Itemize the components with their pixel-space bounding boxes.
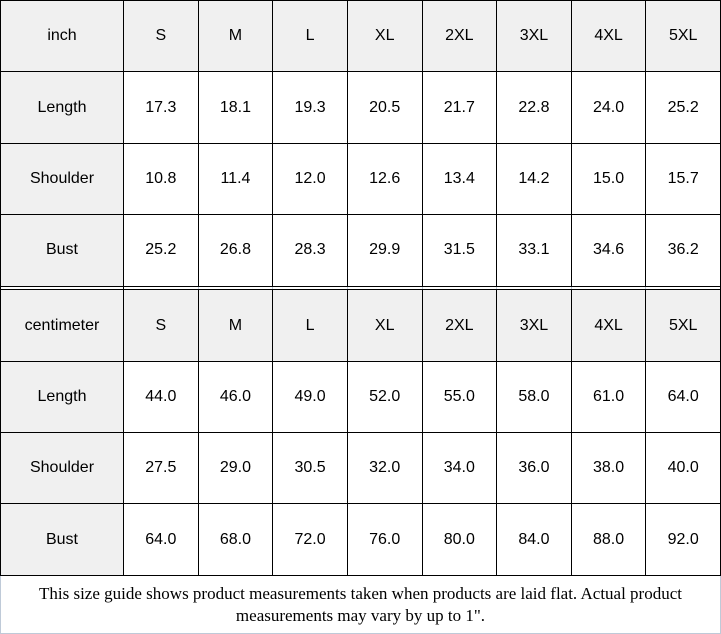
- size-header-cell: L: [272, 0, 348, 73]
- value-cell: 49.0: [272, 360, 348, 434]
- value-cell: 14.2: [496, 142, 572, 216]
- size-header-cell: M: [197, 0, 274, 73]
- value-cell: 10.8: [123, 142, 199, 216]
- value-cell: 88.0: [570, 503, 647, 576]
- size-header-cell: S: [123, 289, 199, 362]
- value-cell: 15.0: [570, 142, 647, 216]
- table-row: Shoulder 27.5 29.0 30.5 32.0 34.0 36.0 3…: [0, 432, 721, 505]
- value-cell: 84.0: [496, 503, 572, 576]
- table-row: Bust 25.2 26.8 28.3 29.9 31.5 33.1 34.6 …: [0, 214, 721, 287]
- value-cell: 38.0: [570, 432, 647, 505]
- size-header-cell: 5XL: [645, 0, 721, 73]
- unit-header-centimeter: centimeter: [0, 289, 124, 362]
- value-cell: 28.3: [272, 214, 348, 287]
- value-cell: 30.5: [272, 432, 348, 505]
- row-label-length-cm: Length: [0, 360, 124, 434]
- value-cell: 19.3: [272, 71, 348, 144]
- value-cell: 80.0: [421, 503, 498, 576]
- value-cell: 46.0: [197, 360, 274, 434]
- size-chart-table: inch S M L XL 2XL 3XL 4XL 5XL Length 17.…: [0, 0, 721, 576]
- table-row: Bust 64.0 68.0 72.0 76.0 80.0 84.0 88.0 …: [0, 503, 721, 576]
- table-row: Length 44.0 46.0 49.0 52.0 55.0 58.0 61.…: [0, 360, 721, 434]
- row-label-shoulder-cm: Shoulder: [0, 432, 124, 505]
- size-header-cell: L: [272, 289, 348, 362]
- row-label-bust-cm: Bust: [0, 503, 124, 576]
- value-cell: 58.0: [496, 360, 572, 434]
- unit-header-inch: inch: [0, 0, 124, 73]
- value-cell: 55.0: [421, 360, 498, 434]
- centimeter-header-row: centimeter S M L XL 2XL 3XL 4XL 5XL: [0, 289, 721, 362]
- value-cell: 11.4: [197, 142, 274, 216]
- value-cell: 44.0: [123, 360, 199, 434]
- value-cell: 29.9: [346, 214, 423, 287]
- size-header-cell: 2XL: [421, 289, 498, 362]
- size-header-cell: 3XL: [496, 289, 572, 362]
- value-cell: 29.0: [197, 432, 274, 505]
- value-cell: 17.3: [123, 71, 199, 144]
- value-cell: 36.2: [645, 214, 721, 287]
- value-cell: 33.1: [496, 214, 572, 287]
- value-cell: 26.8: [197, 214, 274, 287]
- value-cell: 12.0: [272, 142, 348, 216]
- size-header-cell: 4XL: [570, 0, 647, 73]
- size-header-cell: XL: [346, 289, 423, 362]
- value-cell: 25.2: [645, 71, 721, 144]
- value-cell: 21.7: [421, 71, 498, 144]
- size-header-cell: XL: [346, 0, 423, 73]
- value-cell: 15.7: [645, 142, 721, 216]
- table-row: Shoulder 10.8 11.4 12.0 12.6 13.4 14.2 1…: [0, 142, 721, 216]
- size-header-cell: 3XL: [496, 0, 572, 73]
- row-label-bust-inch: Bust: [0, 214, 124, 287]
- value-cell: 52.0: [346, 360, 423, 434]
- row-label-shoulder-inch: Shoulder: [0, 142, 124, 216]
- value-cell: 22.8: [496, 71, 572, 144]
- size-header-cell: 2XL: [421, 0, 498, 73]
- value-cell: 61.0: [570, 360, 647, 434]
- value-cell: 13.4: [421, 142, 498, 216]
- value-cell: 76.0: [346, 503, 423, 576]
- value-cell: 24.0: [570, 71, 647, 144]
- value-cell: 20.5: [346, 71, 423, 144]
- value-cell: 18.1: [197, 71, 274, 144]
- row-label-length-inch: Length: [0, 71, 124, 144]
- value-cell: 27.5: [123, 432, 199, 505]
- value-cell: 25.2: [123, 214, 199, 287]
- value-cell: 36.0: [496, 432, 572, 505]
- value-cell: 68.0: [197, 503, 274, 576]
- table-row: Length 17.3 18.1 19.3 20.5 21.7 22.8 24.…: [0, 71, 721, 144]
- value-cell: 12.6: [346, 142, 423, 216]
- size-guide-note: This size guide shows product measuremen…: [0, 576, 721, 634]
- size-header-cell: 4XL: [570, 289, 647, 362]
- value-cell: 40.0: [645, 432, 721, 505]
- size-header-cell: S: [123, 0, 199, 73]
- size-header-cell: 5XL: [645, 289, 721, 362]
- value-cell: 32.0: [346, 432, 423, 505]
- value-cell: 34.0: [421, 432, 498, 505]
- inch-header-row: inch S M L XL 2XL 3XL 4XL 5XL: [0, 0, 721, 73]
- value-cell: 34.6: [570, 214, 647, 287]
- value-cell: 72.0: [272, 503, 348, 576]
- size-header-cell: M: [197, 289, 274, 362]
- value-cell: 31.5: [421, 214, 498, 287]
- value-cell: 92.0: [645, 503, 721, 576]
- value-cell: 64.0: [123, 503, 199, 576]
- value-cell: 64.0: [645, 360, 721, 434]
